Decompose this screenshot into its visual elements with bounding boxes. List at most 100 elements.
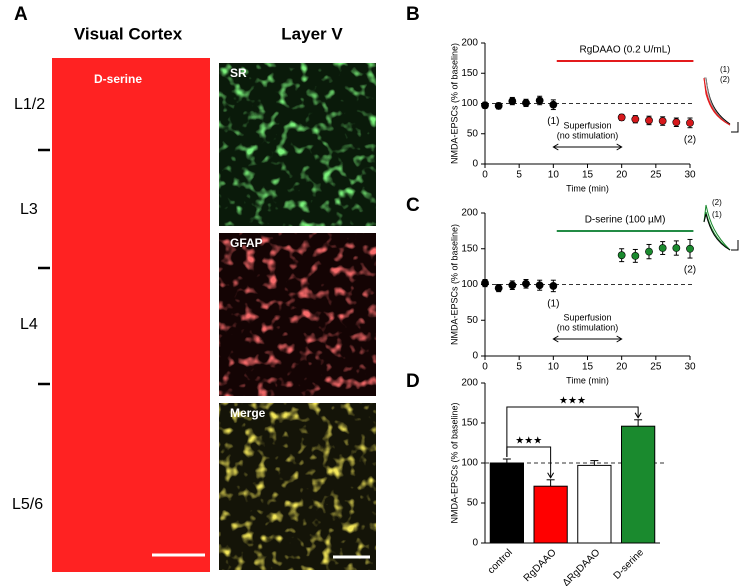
x-tick-label: D-serine <box>612 547 647 582</box>
y-tick-label: 0 <box>472 538 478 549</box>
x-tick-label: 5 <box>516 362 522 373</box>
x-tick-label: control <box>486 547 515 576</box>
x-tick-label: 30 <box>684 362 696 373</box>
bar <box>577 464 612 544</box>
point <box>658 117 667 125</box>
inset-label: (2) <box>712 198 722 207</box>
panel-letter: D <box>406 371 420 392</box>
y-tick-label: 200 <box>461 208 478 219</box>
image-title: Visual Cortex <box>74 24 183 43</box>
point <box>617 251 626 260</box>
superfusion-label: Superfusion <box>563 120 611 130</box>
point <box>658 244 667 252</box>
y-tick-label: 0 <box>472 159 478 170</box>
superfusion-arrow <box>552 335 623 343</box>
point <box>672 244 681 252</box>
point <box>686 118 694 127</box>
x-tick-label: RgDAAO <box>522 547 559 584</box>
x-tick-label: 20 <box>616 362 628 373</box>
point <box>631 115 640 124</box>
x-tick-label: 10 <box>548 362 560 373</box>
x-tick-label: 20 <box>616 170 628 181</box>
y-axis-label: NMDA-EPSCs (% of baseline) <box>449 43 459 164</box>
superfusion-arrow <box>552 143 623 151</box>
y-axis-label: NMDA-EPSCs (% of baseline) <box>449 224 459 345</box>
significance-bracket <box>506 406 639 457</box>
point <box>481 101 489 110</box>
bar <box>489 462 524 544</box>
bracket-arrow <box>634 412 642 419</box>
image-label: Merge <box>230 406 266 420</box>
point <box>645 247 653 256</box>
x-tick-label: 25 <box>650 170 662 181</box>
x-axis-label: Time (min) <box>566 375 609 385</box>
y-tick-label: 50 <box>467 315 479 326</box>
superfusion-label: Superfusion <box>563 312 611 322</box>
treatment-label: RgDAAO (0.2 U/mL) <box>580 45 671 56</box>
superfusion-label: (no stimulation) <box>557 322 619 332</box>
bracket-arrow <box>547 472 555 479</box>
y-tick-label: 150 <box>461 68 478 79</box>
point <box>508 281 517 290</box>
x-tick-label: 0 <box>482 170 488 181</box>
layer-label: L5/6 <box>12 496 43 513</box>
layer-label: L1/2 <box>14 96 45 113</box>
cortex-texture <box>52 58 210 572</box>
gfap-texture <box>219 233 376 396</box>
x-tick-label: 10 <box>548 170 560 181</box>
inset-label: (1) <box>712 210 722 219</box>
x-tick-label: 30 <box>684 170 696 181</box>
image-label: D-serine <box>94 72 142 86</box>
panel-letter: A <box>14 4 28 25</box>
x-tick-label: ΔRgDAAO <box>561 547 603 586</box>
y-tick-label: 50 <box>467 128 479 139</box>
trace-inset <box>703 77 739 251</box>
treatment-label: D-serine (100 µM) <box>585 215 666 226</box>
inset-label: (1) <box>720 65 730 74</box>
y-tick-label: 100 <box>461 98 478 109</box>
x-axis-label: Time (min) <box>566 183 609 193</box>
point <box>522 98 530 107</box>
layer-label: L3 <box>20 201 38 218</box>
significance-label: ★★★ <box>515 436 542 447</box>
y-tick-label: 50 <box>467 498 479 509</box>
y-tick-label: 150 <box>461 243 478 254</box>
significance-label: ★★★ <box>559 396 586 407</box>
y-tick-label: 0 <box>472 351 478 362</box>
bar <box>533 485 568 544</box>
point <box>494 102 503 110</box>
point <box>481 279 489 287</box>
panel-letter: B <box>406 4 420 25</box>
image-title: Layer V <box>281 24 343 43</box>
point <box>617 113 626 122</box>
point <box>645 116 653 125</box>
point <box>508 97 517 105</box>
image-label: GFAP <box>230 236 263 250</box>
point <box>672 118 681 127</box>
annotation: (2) <box>684 134 696 145</box>
bar <box>621 425 656 544</box>
sr-texture <box>219 63 376 226</box>
point <box>631 251 640 260</box>
y-tick-label: 200 <box>461 38 478 49</box>
y-tick-label: 100 <box>461 458 478 469</box>
x-tick-label: 25 <box>650 362 662 373</box>
y-tick-label: 100 <box>461 279 478 290</box>
merge-texture <box>219 403 376 570</box>
annotation: (1) <box>547 298 559 309</box>
y-tick-label: 150 <box>461 418 478 429</box>
point <box>549 282 558 290</box>
superfusion-label: (no stimulation) <box>557 130 619 140</box>
inset-label: (2) <box>720 75 730 84</box>
annotation: (2) <box>684 265 696 276</box>
x-tick-label: 5 <box>516 170 522 181</box>
x-tick-label: 15 <box>582 362 594 373</box>
point <box>494 284 503 292</box>
y-axis-label: NMDA-EPSCs (% of baseline) <box>449 402 459 523</box>
x-tick-label: 0 <box>482 362 488 373</box>
point <box>522 279 530 288</box>
point <box>686 244 694 253</box>
y-tick-label: 200 <box>461 378 478 389</box>
point <box>535 96 544 105</box>
point <box>535 281 544 290</box>
